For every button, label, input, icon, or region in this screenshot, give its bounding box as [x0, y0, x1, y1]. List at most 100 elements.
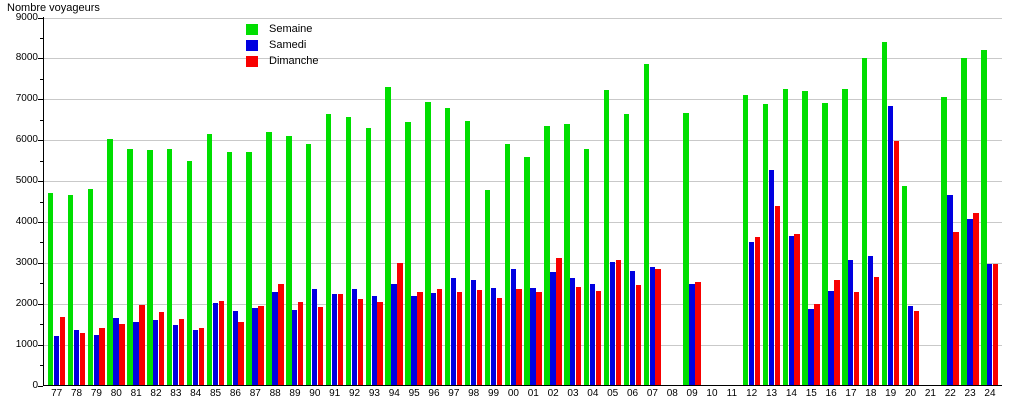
- x-axis-label-89: 89: [289, 388, 301, 399]
- x-axis-label-16: 16: [825, 388, 837, 399]
- bar-semaine-15: [802, 91, 808, 386]
- bar-semaine-79: [87, 189, 93, 386]
- bar-semaine-03: [564, 123, 570, 386]
- bar-dimanche-02: [556, 257, 562, 386]
- x-axis-label-78: 78: [70, 388, 83, 399]
- legend-label-samedi: Samedi: [269, 39, 307, 51]
- legend-label-semaine: Semaine: [269, 23, 313, 35]
- x-axis-label-93: 93: [368, 388, 380, 399]
- bar-samedi-15: [808, 308, 814, 386]
- y-minor-tick: [40, 283, 43, 284]
- bar-dimanche-87: [258, 306, 264, 386]
- bar-semaine-80: [107, 138, 113, 386]
- gridline: [44, 99, 1002, 100]
- bar-samedi-17: [848, 259, 854, 386]
- bar-semaine-96: [425, 102, 431, 386]
- y-major-tick: [38, 99, 43, 100]
- bar-semaine-19: [881, 41, 888, 386]
- bar-semaine-04: [584, 149, 590, 386]
- bar-semaine-85: [206, 134, 213, 386]
- legend: Semaine Samedi Dimanche: [246, 21, 319, 69]
- x-axis-label-95: 95: [408, 388, 420, 399]
- bar-semaine-05: [603, 89, 610, 386]
- x-axis-label-19: 19: [885, 388, 897, 399]
- bar-semaine-91: [325, 114, 332, 386]
- x-axis-label-88: 88: [269, 388, 281, 399]
- bar-dimanche-04: [595, 291, 602, 386]
- bar-dimanche-91: [337, 293, 344, 386]
- y-axis-tick-label: 4000: [15, 215, 38, 227]
- x-axis-line: [43, 385, 1002, 386]
- bar-samedi-93: [371, 295, 377, 386]
- bar-dimanche-85: [218, 301, 224, 386]
- y-minor-tick: [40, 324, 43, 325]
- bar-semaine-01: [524, 157, 530, 386]
- bar-dimanche-06: [635, 285, 641, 386]
- x-axis-label-21: 21: [924, 388, 936, 399]
- y-minor-tick: [40, 120, 43, 121]
- x-axis-label-12: 12: [746, 388, 758, 399]
- bar-dimanche-92: [357, 298, 363, 386]
- bar-dimanche-95: [417, 292, 423, 386]
- x-axis-label-14: 14: [785, 388, 797, 399]
- bar-samedi-87: [252, 308, 258, 386]
- gridline: [44, 181, 1002, 182]
- bar-semaine-99: [484, 190, 491, 386]
- bar-samedi-12: [748, 241, 755, 386]
- bar-dimanche-77: [59, 316, 66, 386]
- bar-samedi-06: [629, 270, 636, 386]
- bar-samedi-78: [73, 329, 80, 386]
- bar-dimanche-83: [178, 319, 185, 386]
- x-axis-label-18: 18: [865, 388, 877, 399]
- x-axis-label-91: 91: [329, 388, 341, 399]
- x-axis-label-96: 96: [428, 388, 440, 399]
- bar-samedi-99: [490, 288, 497, 386]
- bar-semaine-89: [286, 136, 292, 386]
- bar-samedi-14: [788, 236, 794, 386]
- bar-semaine-87: [246, 151, 252, 386]
- bar-dimanche-16: [834, 280, 840, 386]
- bar-dimanche-05: [615, 259, 622, 386]
- gridline: [44, 140, 1002, 141]
- bar-dimanche-89: [297, 301, 304, 386]
- bar-semaine-94: [385, 87, 391, 386]
- bar-samedi-89: [292, 310, 298, 386]
- legend-swatch-dimanche: [246, 55, 258, 67]
- bar-samedi-16: [828, 291, 834, 386]
- y-major-tick: [38, 222, 43, 223]
- y-axis-tick-label: 0: [32, 379, 38, 391]
- bar-samedi-92: [351, 289, 358, 386]
- bar-samedi-13: [768, 170, 775, 386]
- x-axis-label-92: 92: [348, 388, 361, 399]
- x-axis-label-24: 24: [984, 388, 996, 399]
- x-axis-label-22: 22: [944, 388, 956, 399]
- bar-samedi-82: [153, 320, 159, 386]
- bar-semaine-14: [782, 88, 788, 386]
- bar-semaine-12: [742, 94, 749, 386]
- chart-title: Nombre voyageurs: [7, 2, 100, 14]
- y-major-tick: [38, 58, 43, 59]
- bar-semaine-09: [683, 113, 689, 386]
- gridline: [44, 18, 1002, 19]
- x-axis-label-99: 99: [487, 388, 500, 399]
- bar-samedi-01: [530, 287, 536, 386]
- y-axis-line: [43, 17, 44, 386]
- x-axis-label-11: 11: [726, 388, 738, 399]
- bar-samedi-05: [609, 262, 616, 386]
- legend-swatch-samedi: [246, 39, 258, 51]
- bar-samedi-85: [212, 302, 219, 386]
- bar-samedi-00: [510, 269, 516, 386]
- bar-dimanche-15: [814, 304, 820, 386]
- bar-samedi-79: [93, 334, 99, 386]
- legend-swatch-semaine: [246, 23, 258, 35]
- bar-dimanche-96: [436, 288, 443, 386]
- x-axis-label-80: 80: [110, 388, 122, 399]
- bar-samedi-97: [450, 278, 457, 386]
- bar-dimanche-23: [973, 212, 979, 386]
- x-axis-label-98: 98: [468, 388, 480, 399]
- y-minor-tick: [40, 38, 43, 39]
- bar-semaine-06: [623, 113, 630, 386]
- y-major-tick: [38, 18, 43, 19]
- bar-samedi-91: [331, 294, 338, 386]
- bar-dimanche-09: [695, 281, 701, 386]
